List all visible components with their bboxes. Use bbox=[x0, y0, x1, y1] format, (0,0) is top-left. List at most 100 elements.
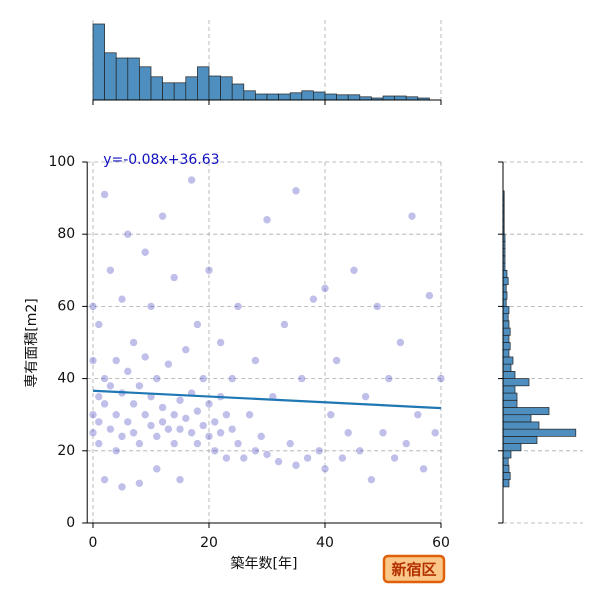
histogram-bar bbox=[208, 75, 221, 101]
histogram-bar bbox=[231, 83, 245, 101]
x-tick-label: 20 bbox=[200, 535, 218, 551]
histogram-bar bbox=[502, 443, 522, 452]
point bbox=[135, 439, 144, 448]
y-tick-label: 0 bbox=[66, 515, 75, 531]
histogram-bar bbox=[324, 93, 337, 101]
point bbox=[187, 428, 196, 438]
x-tick-label: 60 bbox=[432, 535, 450, 551]
point bbox=[158, 417, 167, 427]
point bbox=[123, 229, 133, 239]
point bbox=[106, 381, 115, 391]
histogram-bar bbox=[127, 57, 140, 101]
point bbox=[303, 453, 312, 463]
point bbox=[222, 453, 231, 463]
histogram-bar bbox=[502, 291, 508, 300]
histogram-bar bbox=[502, 371, 516, 379]
point bbox=[349, 265, 359, 275]
point bbox=[407, 211, 417, 221]
point bbox=[88, 428, 98, 438]
histogram-bar bbox=[502, 464, 510, 473]
point bbox=[117, 482, 127, 492]
point bbox=[274, 457, 283, 466]
point bbox=[320, 464, 330, 474]
point bbox=[88, 356, 98, 365]
histogram-bar bbox=[243, 90, 256, 101]
histogram-bar bbox=[502, 356, 514, 365]
y-tick-label: 100 bbox=[48, 154, 75, 170]
point bbox=[355, 446, 365, 456]
point bbox=[204, 265, 214, 275]
point bbox=[285, 439, 295, 448]
point bbox=[326, 410, 336, 420]
point bbox=[401, 439, 411, 448]
point bbox=[129, 428, 138, 438]
point bbox=[158, 403, 167, 412]
point bbox=[367, 475, 376, 484]
point bbox=[123, 417, 133, 427]
x-tick-label: 0 bbox=[89, 535, 98, 551]
point bbox=[175, 475, 185, 484]
point bbox=[117, 294, 127, 304]
point bbox=[140, 352, 150, 362]
point bbox=[181, 414, 191, 423]
histogram-bar bbox=[502, 378, 530, 387]
histogram-bar bbox=[289, 92, 303, 101]
x-axis-label: 築年数[年] bbox=[231, 556, 298, 572]
point bbox=[158, 211, 167, 221]
point bbox=[227, 424, 237, 434]
point bbox=[88, 410, 98, 420]
histogram-bar bbox=[255, 93, 268, 101]
histogram-bar bbox=[220, 76, 233, 101]
point bbox=[100, 475, 109, 484]
point bbox=[106, 265, 115, 275]
point bbox=[88, 302, 98, 311]
histogram-bar bbox=[162, 82, 175, 101]
histogram-bar bbox=[394, 95, 407, 101]
point bbox=[436, 374, 446, 383]
point bbox=[204, 399, 214, 409]
point bbox=[233, 439, 243, 448]
point bbox=[123, 367, 133, 376]
y-tick-label: 60 bbox=[57, 298, 75, 314]
point bbox=[146, 421, 156, 430]
point bbox=[216, 338, 225, 347]
point bbox=[245, 410, 254, 420]
point bbox=[152, 464, 162, 474]
histogram-bar bbox=[266, 93, 279, 101]
point bbox=[100, 374, 109, 383]
point bbox=[378, 428, 388, 438]
y-axis-label: 専有面積[m2] bbox=[24, 298, 40, 387]
histogram-bar bbox=[502, 428, 577, 437]
histogram-bar bbox=[502, 349, 510, 358]
histogram-bar bbox=[502, 457, 509, 466]
point bbox=[193, 406, 202, 416]
histogram-bar bbox=[502, 407, 550, 416]
point bbox=[152, 432, 162, 441]
point bbox=[198, 374, 208, 383]
histogram-bar bbox=[139, 66, 152, 101]
point bbox=[164, 424, 173, 434]
point bbox=[320, 284, 330, 293]
histogram-bar bbox=[502, 320, 510, 329]
point bbox=[291, 186, 301, 196]
point bbox=[164, 359, 173, 369]
point bbox=[111, 356, 121, 365]
point bbox=[430, 428, 440, 438]
point bbox=[227, 374, 237, 383]
y-tick-label: 80 bbox=[57, 226, 75, 242]
point bbox=[169, 439, 179, 448]
point bbox=[343, 428, 353, 438]
histogram-bar bbox=[502, 269, 508, 278]
point bbox=[210, 446, 220, 456]
point bbox=[262, 450, 272, 459]
point bbox=[140, 410, 150, 420]
histogram-bar bbox=[502, 472, 511, 481]
histogram-bar bbox=[502, 277, 509, 286]
point bbox=[309, 294, 318, 304]
point bbox=[210, 417, 220, 427]
point bbox=[117, 432, 127, 441]
histogram-bar bbox=[173, 82, 187, 101]
regression-line bbox=[92, 389, 442, 410]
histogram-bar bbox=[502, 479, 510, 488]
point bbox=[175, 424, 185, 434]
